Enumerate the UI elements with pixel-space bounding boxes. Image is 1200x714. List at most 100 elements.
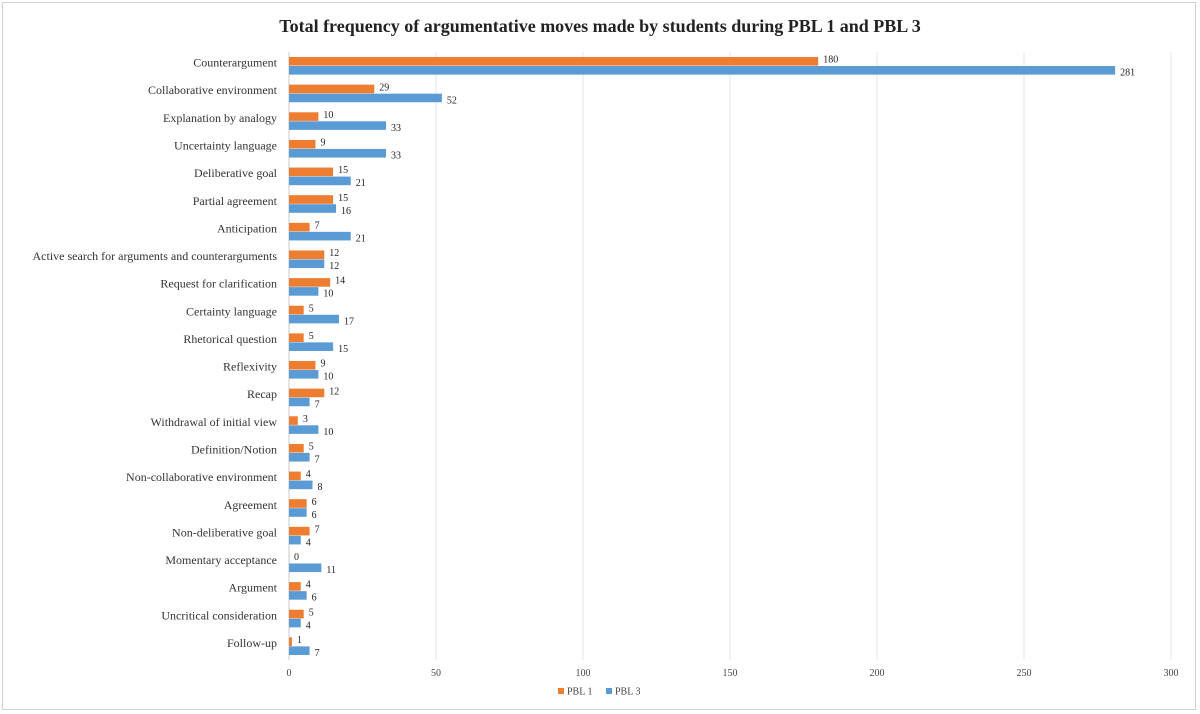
category-label: Uncertainty language: [174, 138, 277, 152]
category-label: Request for clarification: [160, 277, 277, 291]
bar-pbl1: [289, 139, 316, 149]
x-tick-label: 150: [723, 668, 738, 679]
category-label: Non-collaborative environment: [126, 470, 278, 484]
bar-pbl1: [289, 333, 304, 342]
data-label: 10: [323, 372, 333, 383]
legend-label: PBL 3: [615, 686, 640, 697]
bar-pbl3: [289, 397, 310, 407]
category-label: Explanation by analogy: [163, 111, 277, 125]
bar-pbl1: [289, 84, 375, 94]
bar-pbl1: [289, 443, 304, 453]
data-label: 8: [318, 482, 323, 493]
data-label: 15: [338, 165, 348, 176]
data-label: 4: [306, 620, 311, 631]
bar-pbl1: [289, 388, 325, 398]
bar-pbl1: [289, 471, 301, 481]
data-label: 21: [356, 233, 366, 244]
category-label: Reflexivity: [223, 360, 277, 374]
bar-pbl1: [289, 250, 325, 260]
bar-pbl3: [289, 121, 387, 130]
data-label: 33: [391, 151, 401, 162]
x-tick-label: 100: [576, 668, 591, 679]
grid: [288, 52, 1172, 660]
category-label: Collaborative environment: [148, 83, 278, 97]
bar-pbl3: [289, 591, 307, 600]
bar-pbl3: [289, 231, 351, 241]
data-label: 17: [344, 316, 354, 327]
data-label: 7: [315, 524, 320, 535]
data-label: 12: [329, 261, 339, 272]
bar-pbl3: [289, 563, 322, 573]
bar-pbl3: [289, 480, 313, 490]
data-label: 7: [315, 455, 320, 466]
legend-swatch: [558, 688, 564, 694]
data-label: 9: [320, 138, 325, 149]
bar-pbl1: [289, 582, 301, 591]
data-label: 7: [315, 648, 320, 659]
data-labels: 1802812952103393315211516721121214105175…: [294, 55, 1135, 659]
x-tick-label: 200: [870, 668, 885, 679]
bar-pbl3: [289, 508, 307, 517]
bar-pbl3: [289, 618, 301, 628]
legend: PBL 1 PBL 3: [558, 686, 640, 697]
bar-pbl3: [289, 342, 334, 351]
data-label: 15: [338, 193, 348, 204]
bar-pbl3: [289, 93, 442, 103]
bar-pbl3: [289, 425, 319, 434]
x-tick-label: 50: [431, 668, 441, 679]
category-label: Rhetorical question: [183, 332, 277, 346]
data-label: 6: [312, 497, 317, 508]
bar-pbl1: [289, 416, 298, 425]
data-label: 10: [323, 427, 333, 438]
bar-pbl3: [289, 370, 319, 379]
data-label: 5: [309, 303, 314, 314]
x-tick-label: 300: [1164, 668, 1179, 679]
category-label: Momentary acceptance: [165, 553, 277, 567]
x-axis-ticks: 0 50 100 150 200 250 300: [287, 668, 1179, 679]
bar-pbl3: [289, 66, 1116, 75]
category-label: Recap: [247, 387, 277, 401]
bar-pbl1: [289, 222, 310, 232]
bar-pbl1: [289, 112, 319, 121]
data-label: 5: [309, 442, 314, 453]
category-label: Definition/Notion: [191, 442, 277, 456]
bar-pbl1: [289, 637, 292, 646]
bar-pbl3: [289, 259, 325, 269]
data-label: 4: [306, 537, 311, 548]
data-label: 4: [306, 580, 311, 591]
data-label: 10: [323, 110, 333, 121]
data-label: 7: [315, 399, 320, 410]
data-label: 15: [338, 344, 348, 355]
category-label: Non-deliberative goal: [172, 525, 278, 539]
chart-title: Total frequency of argumentative moves m…: [279, 16, 921, 36]
category-label: Counterargument: [193, 56, 277, 70]
data-label: 10: [323, 289, 333, 300]
data-label: 11: [326, 565, 336, 576]
data-label: 14: [335, 276, 345, 287]
data-label: 180: [823, 55, 838, 66]
data-label: 5: [309, 607, 314, 618]
category-label: Anticipation: [217, 221, 277, 235]
data-label: 7: [315, 220, 320, 231]
x-tick-label: 0: [287, 668, 292, 679]
x-tick-label: 250: [1017, 668, 1032, 679]
data-label: 281: [1120, 68, 1135, 79]
category-label: Argument: [229, 581, 278, 595]
bar-pbl3: [289, 287, 319, 296]
bar-pbl3: [289, 452, 310, 462]
category-label: Agreement: [224, 498, 278, 512]
bars: [289, 57, 1116, 655]
data-label: 29: [379, 82, 389, 93]
bar-pbl3: [289, 535, 301, 545]
data-label: 6: [312, 593, 317, 604]
data-label: 21: [356, 178, 366, 189]
data-label: 5: [309, 331, 314, 342]
bar-pbl1: [289, 278, 331, 287]
category-label: Certainty language: [186, 304, 277, 318]
legend-label: PBL 1: [567, 686, 592, 697]
bar-pbl1: [289, 361, 316, 370]
data-label: 12: [329, 248, 339, 259]
data-label: 3: [303, 414, 308, 425]
